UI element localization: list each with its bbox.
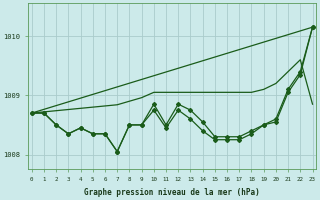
X-axis label: Graphe pression niveau de la mer (hPa): Graphe pression niveau de la mer (hPa)	[84, 188, 260, 197]
